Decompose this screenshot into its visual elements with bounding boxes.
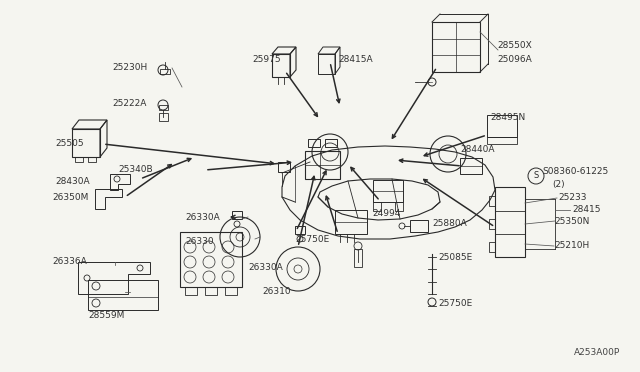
Bar [278, 162, 290, 172]
Bar [75, 157, 83, 162]
Bar [205, 287, 217, 295]
Text: A253A00P: A253A00P [573, 348, 620, 357]
Text: 24994: 24994 [372, 209, 401, 218]
Text: 26330: 26330 [185, 237, 214, 247]
Text: 28415A: 28415A [338, 55, 372, 64]
Text: 28495N: 28495N [490, 113, 525, 122]
Bar [487, 137, 517, 144]
Bar [159, 105, 168, 110]
Text: 26310: 26310 [262, 288, 291, 296]
Bar [88, 280, 158, 310]
Text: 25085E: 25085E [438, 253, 472, 262]
Text: (2): (2) [552, 180, 564, 189]
Text: 26330A: 26330A [248, 263, 283, 273]
Text: 25233: 25233 [558, 193, 586, 202]
Bar [308, 139, 320, 147]
Bar [489, 219, 495, 229]
Bar [180, 232, 242, 287]
Bar [325, 139, 337, 147]
Text: 25350N: 25350N [554, 218, 589, 227]
Text: 28430A: 28430A [55, 177, 90, 186]
Bar [460, 158, 482, 174]
Text: 25975: 25975 [252, 55, 280, 64]
Bar [410, 220, 428, 232]
Bar [305, 151, 340, 179]
Text: 28550X: 28550X [497, 42, 532, 51]
Text: 25230H: 25230H [112, 64, 147, 73]
Bar [335, 210, 367, 234]
Bar [225, 287, 237, 295]
Text: 25222A: 25222A [112, 99, 147, 109]
Text: 25210H: 25210H [554, 241, 589, 250]
Bar [160, 69, 170, 74]
Text: 25750E: 25750E [295, 234, 329, 244]
Bar [495, 187, 525, 257]
Text: 28440A: 28440A [460, 145, 495, 154]
Text: 26330A: 26330A [185, 212, 220, 221]
Bar [185, 287, 197, 295]
Text: 26336A: 26336A [52, 257, 87, 266]
Bar [489, 242, 495, 252]
Bar [354, 249, 362, 267]
Bar [88, 157, 96, 162]
Bar [232, 211, 242, 219]
Bar [373, 202, 381, 211]
Text: 25505: 25505 [55, 140, 84, 148]
Bar [395, 202, 403, 211]
Text: 25096A: 25096A [497, 55, 532, 64]
Text: 26350M: 26350M [52, 193, 88, 202]
Text: 25750E: 25750E [438, 299, 472, 308]
Bar [487, 115, 517, 137]
Text: S: S [533, 171, 539, 180]
Bar [295, 226, 305, 234]
Text: 28559M: 28559M [88, 311, 124, 321]
Bar [373, 180, 403, 202]
Text: 25880A: 25880A [432, 219, 467, 228]
Text: 28415: 28415 [572, 205, 600, 215]
Text: 25340B: 25340B [118, 166, 152, 174]
Text: S08360-61225: S08360-61225 [542, 167, 608, 176]
Bar [159, 113, 168, 121]
Bar [489, 196, 495, 206]
